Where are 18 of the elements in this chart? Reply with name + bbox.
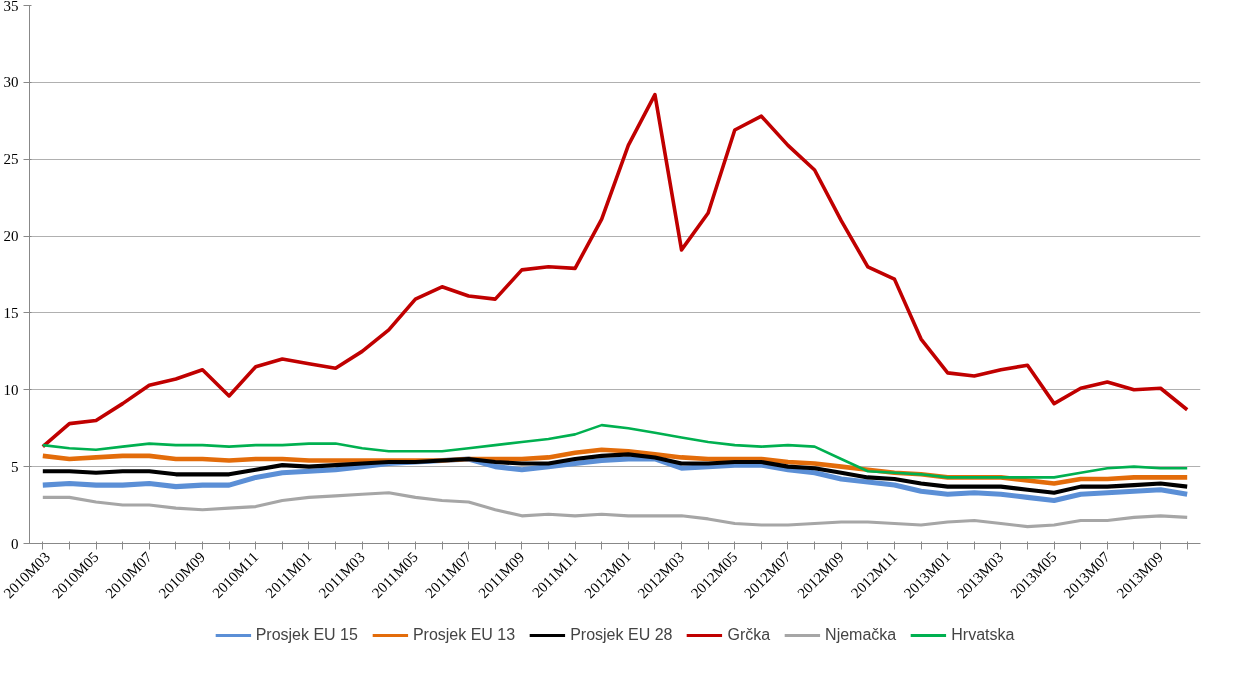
- y-tick-label: 35: [3, 0, 19, 14]
- legend-label: Grčka: [727, 626, 771, 644]
- legend-label: Prosjek EU 28: [570, 626, 673, 644]
- legend-label: Prosjek EU 15: [255, 626, 358, 644]
- y-tick-label: 30: [3, 74, 19, 91]
- legend-label: Prosjek EU 13: [412, 626, 516, 644]
- y-tick-label: 10: [3, 381, 19, 398]
- y-tick-label: 5: [11, 458, 19, 475]
- line-series: [41, 92, 1189, 449]
- line-series: [40, 452, 1190, 495]
- legend-label: Njemačka: [825, 626, 897, 644]
- y-tick-label: 25: [3, 151, 19, 168]
- y-tick-label: 15: [3, 304, 19, 321]
- y-tick-label: 0: [11, 535, 19, 552]
- line-series: [41, 491, 1189, 529]
- legend-label: Hrvatska: [951, 626, 1015, 644]
- line-series: [41, 423, 1189, 479]
- y-tick-label: 20: [3, 228, 19, 245]
